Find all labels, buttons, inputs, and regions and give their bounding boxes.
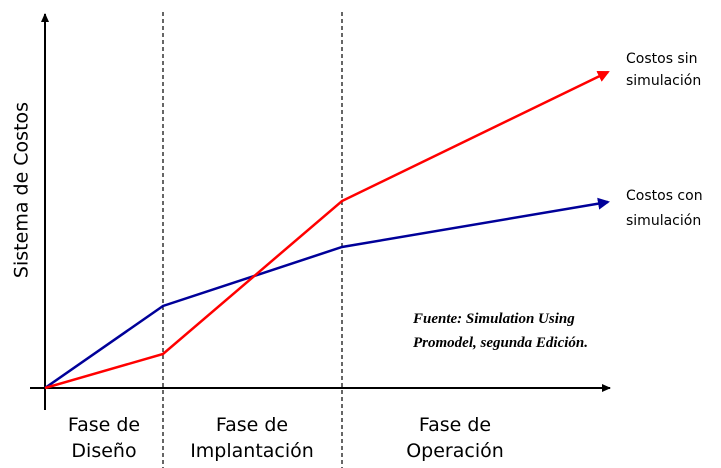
series-label: simulación — [626, 73, 701, 89]
phase-label: Implantación — [190, 440, 314, 462]
series-label: Costos sin — [626, 51, 698, 67]
phase-label: Diseño — [71, 440, 136, 462]
phase-label: Fase de — [419, 414, 491, 436]
cost-line-with-simulation — [44, 197, 610, 390]
cost-line-without-simulation — [44, 70, 610, 390]
source-note: Promodel, segunda Edición. — [413, 335, 588, 351]
phase-label: Fase de — [216, 414, 288, 436]
phase-label: Operación — [406, 440, 504, 462]
source-note: Fuente: Simulation Using — [412, 311, 575, 327]
series-label: simulación — [626, 213, 701, 229]
axis-label: Sistema de Costos — [11, 102, 33, 278]
phase-label: Fase de — [68, 414, 140, 436]
series-label: Costos con — [626, 188, 703, 204]
